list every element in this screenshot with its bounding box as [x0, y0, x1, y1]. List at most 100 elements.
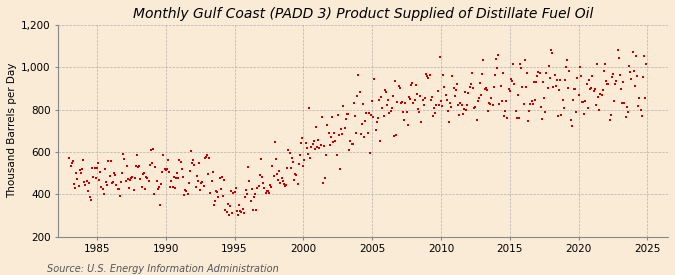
Point	[176, 160, 186, 164]
Point	[151, 178, 162, 183]
Point	[624, 64, 634, 68]
Point	[476, 93, 487, 97]
Point	[450, 94, 460, 99]
Point	[223, 213, 234, 218]
Point	[134, 164, 144, 168]
Point	[520, 84, 531, 89]
Point	[268, 173, 279, 178]
Point	[90, 176, 101, 180]
Point	[461, 108, 472, 112]
Point	[545, 76, 556, 80]
Point	[533, 70, 544, 74]
Point	[266, 185, 277, 189]
Point	[171, 176, 182, 181]
Point	[463, 90, 474, 95]
Point	[499, 113, 510, 118]
Point	[174, 158, 185, 162]
Point	[609, 98, 620, 103]
Point	[362, 131, 373, 135]
Point	[329, 131, 340, 135]
Point	[335, 166, 346, 171]
Point	[366, 112, 377, 117]
Point	[188, 158, 198, 162]
Point	[89, 166, 100, 170]
Point	[416, 120, 427, 124]
Point	[254, 173, 265, 177]
Point	[430, 111, 441, 115]
Point	[306, 145, 317, 149]
Point	[591, 103, 601, 107]
Point	[537, 117, 547, 122]
Point	[101, 180, 111, 184]
Point	[163, 158, 173, 162]
Point	[169, 186, 180, 191]
Point	[541, 71, 552, 76]
Point	[511, 116, 522, 120]
Point	[273, 178, 284, 182]
Point	[418, 103, 429, 107]
Point	[173, 176, 184, 180]
Point	[158, 153, 169, 157]
Point	[159, 167, 170, 171]
Point	[319, 144, 329, 148]
Point	[576, 74, 587, 78]
Point	[563, 85, 574, 90]
Point	[113, 187, 124, 191]
Point	[214, 176, 225, 180]
Point	[460, 90, 470, 94]
Point	[508, 62, 518, 66]
Point	[302, 152, 313, 156]
Point	[515, 62, 526, 67]
Point	[602, 82, 613, 86]
Point	[328, 139, 339, 144]
Point	[596, 92, 607, 97]
Point	[618, 80, 628, 84]
Point	[525, 101, 536, 106]
Point	[506, 77, 516, 81]
Point	[155, 203, 165, 207]
Point	[417, 98, 428, 102]
Point	[202, 172, 213, 177]
Point	[346, 142, 357, 146]
Point	[292, 182, 303, 186]
Point	[282, 165, 293, 170]
Point	[568, 87, 579, 91]
Point	[447, 74, 458, 79]
Point	[573, 92, 584, 97]
Point	[206, 179, 217, 183]
Point	[564, 68, 575, 73]
Point	[126, 176, 137, 180]
Point	[456, 103, 467, 107]
Point	[331, 153, 342, 158]
Point	[71, 171, 82, 175]
Point	[462, 103, 472, 107]
Point	[576, 100, 587, 104]
Point	[414, 109, 425, 114]
Point	[172, 170, 183, 175]
Point	[550, 84, 561, 88]
Point	[586, 86, 597, 90]
Point	[232, 209, 242, 213]
Point	[360, 119, 371, 123]
Point	[517, 85, 528, 90]
Point	[138, 171, 149, 175]
Point	[250, 192, 261, 196]
Point	[302, 146, 313, 150]
Point	[452, 82, 462, 86]
Point	[481, 87, 492, 92]
Point	[191, 173, 202, 178]
Point	[296, 141, 306, 145]
Point	[491, 57, 502, 61]
Point	[633, 104, 644, 108]
Point	[321, 153, 331, 158]
Point	[466, 70, 477, 75]
Point	[473, 96, 484, 101]
Point	[501, 99, 512, 103]
Point	[87, 166, 98, 170]
Point	[605, 113, 616, 117]
Point	[64, 156, 75, 160]
Point	[604, 118, 615, 122]
Point	[256, 157, 267, 161]
Point	[107, 179, 118, 184]
Point	[327, 115, 338, 119]
